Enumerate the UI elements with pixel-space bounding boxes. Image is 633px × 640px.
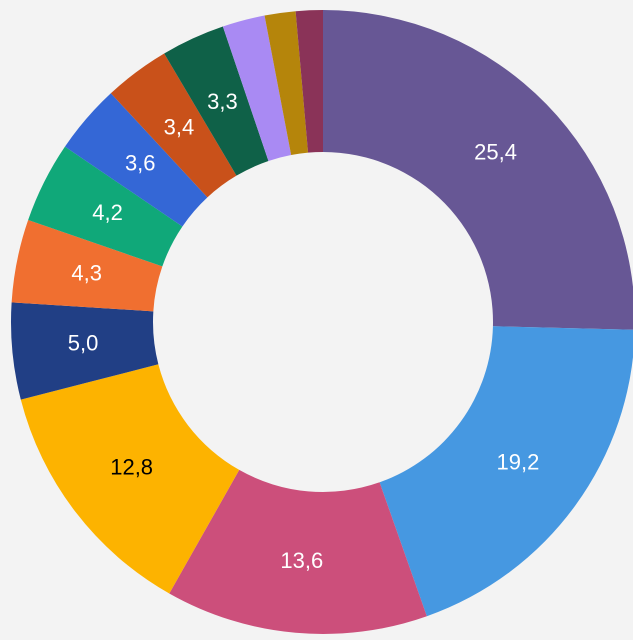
donut-slice [11,220,163,312]
donut-slice [169,469,427,635]
donut-slice [164,26,269,176]
data-label: 3,6 [125,151,156,176]
data-label: 3,3 [207,89,238,114]
donut-slice [110,53,237,198]
donut-slice [295,10,323,153]
data-label: 12,8 [110,454,153,479]
donut-slice [64,93,208,227]
donut-slice [323,10,633,330]
data-label: 4,2 [92,200,123,225]
data-label: 5,0 [68,330,99,355]
data-label: 13,6 [280,548,323,573]
donut-slice [264,11,309,156]
data-label: 3,4 [164,115,195,140]
data-label: 19,2 [497,449,540,474]
data-label: 25,4 [474,140,517,165]
donut-slice [10,302,159,400]
donut-slice [20,364,240,594]
donut-slice [28,146,183,267]
donut-slice [379,326,633,617]
data-label: 4,3 [71,260,102,285]
donut-slice [222,15,292,161]
